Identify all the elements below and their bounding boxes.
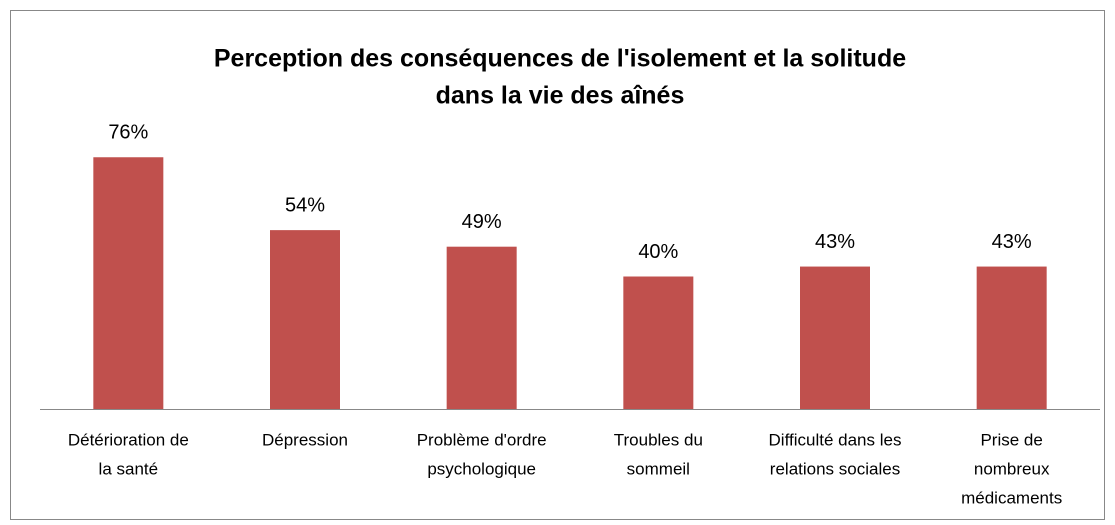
x-tick-label: nombreux xyxy=(974,459,1050,478)
x-tick-label: Troubles du xyxy=(614,430,703,449)
bar xyxy=(93,157,164,409)
chart-border xyxy=(10,10,1105,520)
chart-title: Perception des conséquences de l'isoleme… xyxy=(214,45,906,73)
x-tick-label: sommeil xyxy=(627,459,690,478)
x-tick-label: la santé xyxy=(99,459,159,478)
value-label: 49% xyxy=(462,211,502,233)
value-label: 43% xyxy=(992,231,1032,253)
bar xyxy=(623,276,694,409)
value-label: 76% xyxy=(108,122,148,144)
chart-title: dans la vie des aînés xyxy=(436,82,685,110)
value-label: 54% xyxy=(285,194,325,216)
x-tick-label: médicaments xyxy=(961,488,1062,507)
value-label: 40% xyxy=(638,241,678,263)
x-tick-label: Prise de xyxy=(980,430,1042,449)
bar xyxy=(976,266,1047,409)
bar xyxy=(800,266,870,409)
x-tick-label: Problème d'ordre xyxy=(417,430,547,449)
bar xyxy=(270,230,340,409)
value-label: 43% xyxy=(815,231,855,253)
bar xyxy=(446,246,517,409)
x-tick-label: relations sociales xyxy=(770,459,900,478)
x-tick-label: Détérioration de xyxy=(68,430,189,449)
x-tick-label: psychologique xyxy=(427,459,536,478)
x-tick-label: Difficulté dans les xyxy=(769,430,902,449)
x-tick-label: Dépression xyxy=(262,430,348,449)
